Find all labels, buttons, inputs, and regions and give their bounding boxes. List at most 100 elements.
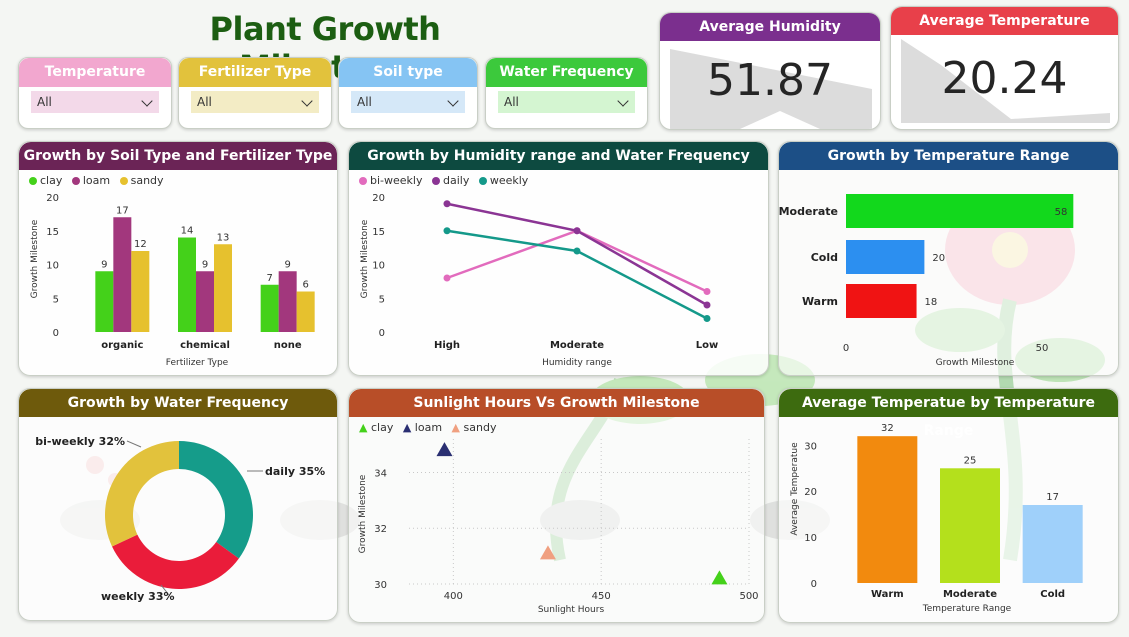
chart-humidity-water-legend: bi-weekly daily weekly <box>359 174 534 187</box>
point-bi-weekly <box>443 274 451 282</box>
x-axis-title: Humidity range <box>542 358 612 368</box>
bar-Moderate <box>940 468 1000 583</box>
legend-item-loam[interactable]: loam <box>71 174 111 187</box>
data-label: 20 <box>932 253 945 264</box>
y-tick-label: Moderate <box>779 205 838 218</box>
data-label: 13 <box>217 232 230 243</box>
x-tick-label: 50 <box>1036 343 1049 354</box>
x-tick-label: 450 <box>592 591 611 602</box>
slicer-temperature-range-label: Temperature Range <box>19 58 171 109</box>
y-axis-title: Growth Milestone <box>358 474 368 553</box>
legend-item-daily[interactable]: daily <box>431 174 470 187</box>
chart-temperature-range: Growth by Temperature Range Growth Miles… <box>778 141 1119 376</box>
legend-item-clay[interactable]: clay <box>29 174 62 187</box>
soil-type-value: All <box>357 95 372 109</box>
point-sandy <box>539 545 556 560</box>
chart-sunlight-growth-plot: Growth Milestone Sunlight Hours 400 450 50… <box>358 439 759 615</box>
point-weekly <box>573 247 581 255</box>
legend-label-daily: daily <box>442 174 470 187</box>
fertilizer-type-dropdown[interactable]: All <box>191 91 319 113</box>
y-tick-label: 20 <box>372 193 385 204</box>
chart-sunlight-growth-legend: ▲ clay ▲ loam ▲ sandy <box>359 421 502 434</box>
leader-line <box>160 584 170 596</box>
legend-item-bi-weekly[interactable]: bi-weekly <box>359 174 422 187</box>
bar-loam-organic <box>113 217 132 332</box>
point-weekly <box>443 227 451 235</box>
legend-item-weekly[interactable]: weekly <box>478 174 528 187</box>
point-daily <box>443 200 451 208</box>
slice-weekly <box>112 534 239 589</box>
data-label: 9 <box>101 259 107 270</box>
x-tick-label: Low <box>696 340 718 351</box>
x-tick-label: 0 <box>843 343 849 354</box>
bar-loam-none <box>278 271 297 332</box>
slice-bi-weekly <box>105 441 179 547</box>
x-tick-label: Cold <box>1040 589 1065 600</box>
slicer-soil-type: Soil type All <box>338 57 478 129</box>
slicer-soil-type-label: Soil type <box>339 58 477 87</box>
kpi-average-temperature-label: Average Temperature <box>891 7 1118 35</box>
chart-water-frequency-title: Growth by Water Frequency <box>19 389 337 417</box>
kpi-temperature-sparkline <box>901 39 1110 123</box>
water-frequency-dropdown[interactable]: All <box>498 91 635 113</box>
x-tick-label: 500 <box>739 591 758 602</box>
y-tick-label: 10 <box>804 533 817 544</box>
x-axis-title: Growth Milestone <box>936 358 1015 368</box>
chart-humidity-water: Growth by Humidity range and Water Frequ… <box>348 141 769 376</box>
legend-item-loam[interactable]: ▲ loam <box>403 421 442 434</box>
data-label: 25 <box>964 455 977 466</box>
chart-soil-fertilizer: Growth by Soil Type and Fertilizer Type … <box>18 141 338 376</box>
x-axis-title: Sunlight Hours <box>538 605 605 615</box>
x-tick-label: chemical <box>180 340 230 351</box>
kpi-average-temperature-value: 20.24 <box>941 53 1068 104</box>
y-tick-label: 30 <box>804 441 817 452</box>
bar-Warm <box>846 284 917 318</box>
x-tick-label: none <box>274 340 302 351</box>
slice-label: weekly 33% <box>101 590 175 603</box>
slice-label: bi-weekly 32% <box>35 435 125 448</box>
x-tick-label: Moderate <box>943 589 997 600</box>
chevron-down-icon <box>141 95 153 107</box>
x-axis-title: Temperature Range <box>922 604 1012 614</box>
y-tick-label: Cold <box>811 251 838 264</box>
chart-humidity-water-plot: Growth Milestone Humidity range 0 5 10 15 20… <box>360 193 718 368</box>
bar-loam-chemical <box>196 271 214 332</box>
legend-marker-loam: ▲ <box>402 421 412 434</box>
kpi-humidity-sparkline <box>670 49 872 129</box>
chart-water-frequency: Growth by Water Frequency daily 35% weekl… <box>18 388 338 621</box>
x-tick-label: Moderate <box>550 340 604 351</box>
legend-label-clay: clay <box>40 174 63 187</box>
chart-avg-temperature-title: Average Temperatue by Temperature Range <box>779 389 1118 439</box>
y-tick-label: 5 <box>379 294 385 305</box>
chart-humidity-water-title: Growth by Humidity range and Water Frequ… <box>349 142 768 170</box>
y-tick-label: 0 <box>53 328 59 339</box>
chevron-down-icon <box>617 95 629 107</box>
legend-label-loam: loam <box>82 174 111 187</box>
bar-sandy-organic <box>131 251 150 332</box>
legend-item-sandy[interactable]: ▲ sandy <box>452 421 497 434</box>
y-tick-label: 10 <box>46 261 59 272</box>
data-label: 14 <box>181 226 194 237</box>
legend-dot-clay <box>29 177 37 185</box>
soil-type-dropdown[interactable]: All <box>351 91 465 113</box>
temperature-range-value: All <box>37 95 52 109</box>
point-bi-weekly <box>703 288 711 295</box>
x-tick-label: Warm <box>871 589 904 600</box>
x-axis-title: Fertilizer Type <box>166 358 229 368</box>
legend-item-sandy[interactable]: sandy <box>119 174 164 187</box>
legend-label-clay: clay <box>370 421 394 434</box>
legend-marker-sandy: ▲ <box>451 421 461 434</box>
point-loam <box>436 442 453 457</box>
y-tick-label: 34 <box>374 468 387 479</box>
slice-daily <box>179 441 254 559</box>
legend-item-clay[interactable]: ▲ clay <box>359 421 393 434</box>
data-label: 17 <box>116 205 129 216</box>
bar-Warm <box>857 436 918 583</box>
legend-label-loam: loam <box>414 421 443 434</box>
chart-soil-fertilizer-title: Growth by Soil Type and Fertilizer Type <box>19 142 337 170</box>
x-tick-label: 400 <box>444 591 463 602</box>
y-tick-label: 5 <box>53 294 59 305</box>
temperature-range-dropdown[interactable]: All <box>31 91 159 113</box>
chart-water-frequency-plot: daily 35% weekly 33% bi-weekly 32% <box>35 435 325 603</box>
slicer-water-frequency-label: Water Frequency <box>486 58 647 87</box>
